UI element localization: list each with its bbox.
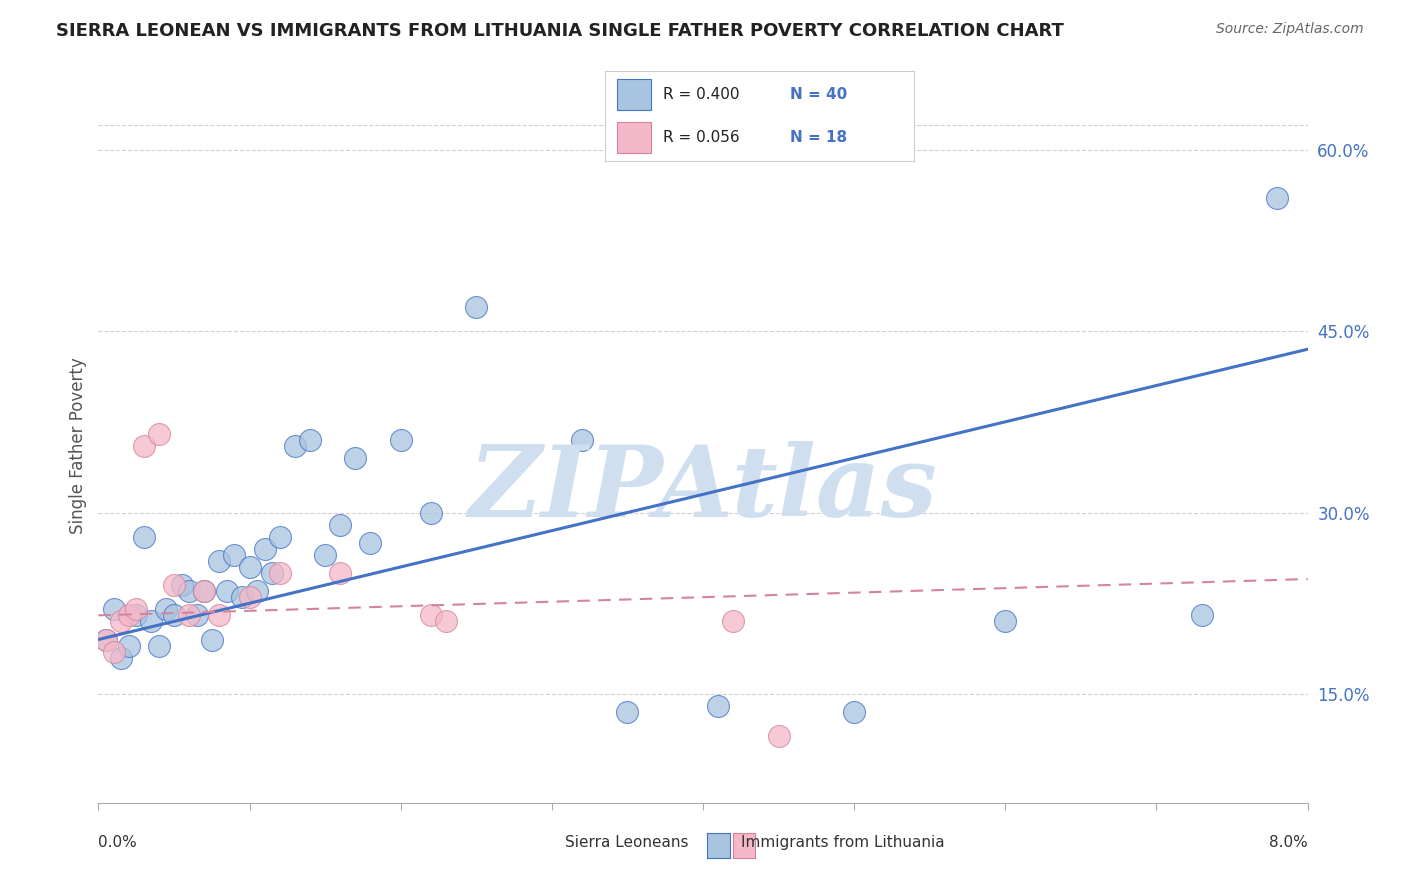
Point bbox=[329, 566, 352, 580]
Point bbox=[299, 433, 322, 447]
Point bbox=[110, 615, 132, 629]
Point bbox=[434, 615, 457, 629]
Point bbox=[284, 439, 307, 453]
Point bbox=[329, 517, 352, 532]
Text: Immigrants from Lithuania: Immigrants from Lithuania bbox=[741, 836, 945, 850]
Point bbox=[118, 639, 141, 653]
FancyBboxPatch shape bbox=[617, 79, 651, 110]
Text: 0.0%: 0.0% bbox=[98, 836, 138, 850]
Point bbox=[314, 548, 336, 562]
Text: ZIPAtlas: ZIPAtlas bbox=[468, 441, 938, 537]
Point bbox=[141, 615, 163, 629]
Point bbox=[193, 584, 215, 599]
Point bbox=[707, 699, 730, 714]
Point bbox=[148, 639, 170, 653]
Point bbox=[253, 541, 276, 556]
Point bbox=[1191, 608, 1213, 623]
Point bbox=[239, 590, 262, 604]
Point bbox=[465, 300, 488, 314]
Point bbox=[94, 632, 117, 647]
Point bbox=[994, 615, 1017, 629]
Point bbox=[179, 584, 201, 599]
Y-axis label: Single Father Poverty: Single Father Poverty bbox=[69, 358, 87, 534]
Point bbox=[723, 615, 745, 629]
Point bbox=[118, 608, 141, 623]
Point bbox=[201, 632, 224, 647]
Point bbox=[125, 608, 148, 623]
Point bbox=[571, 433, 593, 447]
Point bbox=[269, 566, 291, 580]
Point bbox=[125, 602, 148, 616]
Point bbox=[1267, 191, 1289, 205]
FancyBboxPatch shape bbox=[617, 122, 651, 153]
Text: R = 0.056: R = 0.056 bbox=[664, 130, 740, 145]
Text: Source: ZipAtlas.com: Source: ZipAtlas.com bbox=[1216, 22, 1364, 37]
Text: 8.0%: 8.0% bbox=[1268, 836, 1308, 850]
Point bbox=[110, 650, 132, 665]
Point bbox=[768, 729, 790, 743]
Point bbox=[163, 578, 186, 592]
Point bbox=[186, 608, 208, 623]
Point bbox=[179, 608, 201, 623]
Point bbox=[224, 548, 246, 562]
Point bbox=[103, 602, 125, 616]
Point bbox=[420, 608, 443, 623]
Point bbox=[215, 584, 238, 599]
Point bbox=[132, 439, 155, 453]
Text: N = 18: N = 18 bbox=[790, 130, 848, 145]
Point bbox=[94, 632, 117, 647]
Point bbox=[170, 578, 193, 592]
Point bbox=[155, 602, 177, 616]
Point bbox=[208, 608, 231, 623]
Text: R = 0.400: R = 0.400 bbox=[664, 87, 740, 102]
Point bbox=[262, 566, 284, 580]
Point bbox=[844, 705, 866, 719]
Point bbox=[420, 506, 443, 520]
Point bbox=[163, 608, 186, 623]
Text: Sierra Leoneans: Sierra Leoneans bbox=[565, 836, 689, 850]
Point bbox=[246, 584, 269, 599]
Point bbox=[360, 535, 382, 549]
Point bbox=[193, 584, 215, 599]
Point bbox=[239, 560, 262, 574]
Point bbox=[148, 426, 170, 441]
Point bbox=[208, 554, 231, 568]
Point bbox=[132, 530, 155, 544]
Point bbox=[616, 705, 638, 719]
Point bbox=[389, 433, 412, 447]
Point bbox=[231, 590, 253, 604]
Text: N = 40: N = 40 bbox=[790, 87, 848, 102]
Text: SIERRA LEONEAN VS IMMIGRANTS FROM LITHUANIA SINGLE FATHER POVERTY CORRELATION CH: SIERRA LEONEAN VS IMMIGRANTS FROM LITHUA… bbox=[56, 22, 1064, 40]
Point bbox=[269, 530, 291, 544]
Point bbox=[344, 451, 367, 466]
Point bbox=[103, 645, 125, 659]
